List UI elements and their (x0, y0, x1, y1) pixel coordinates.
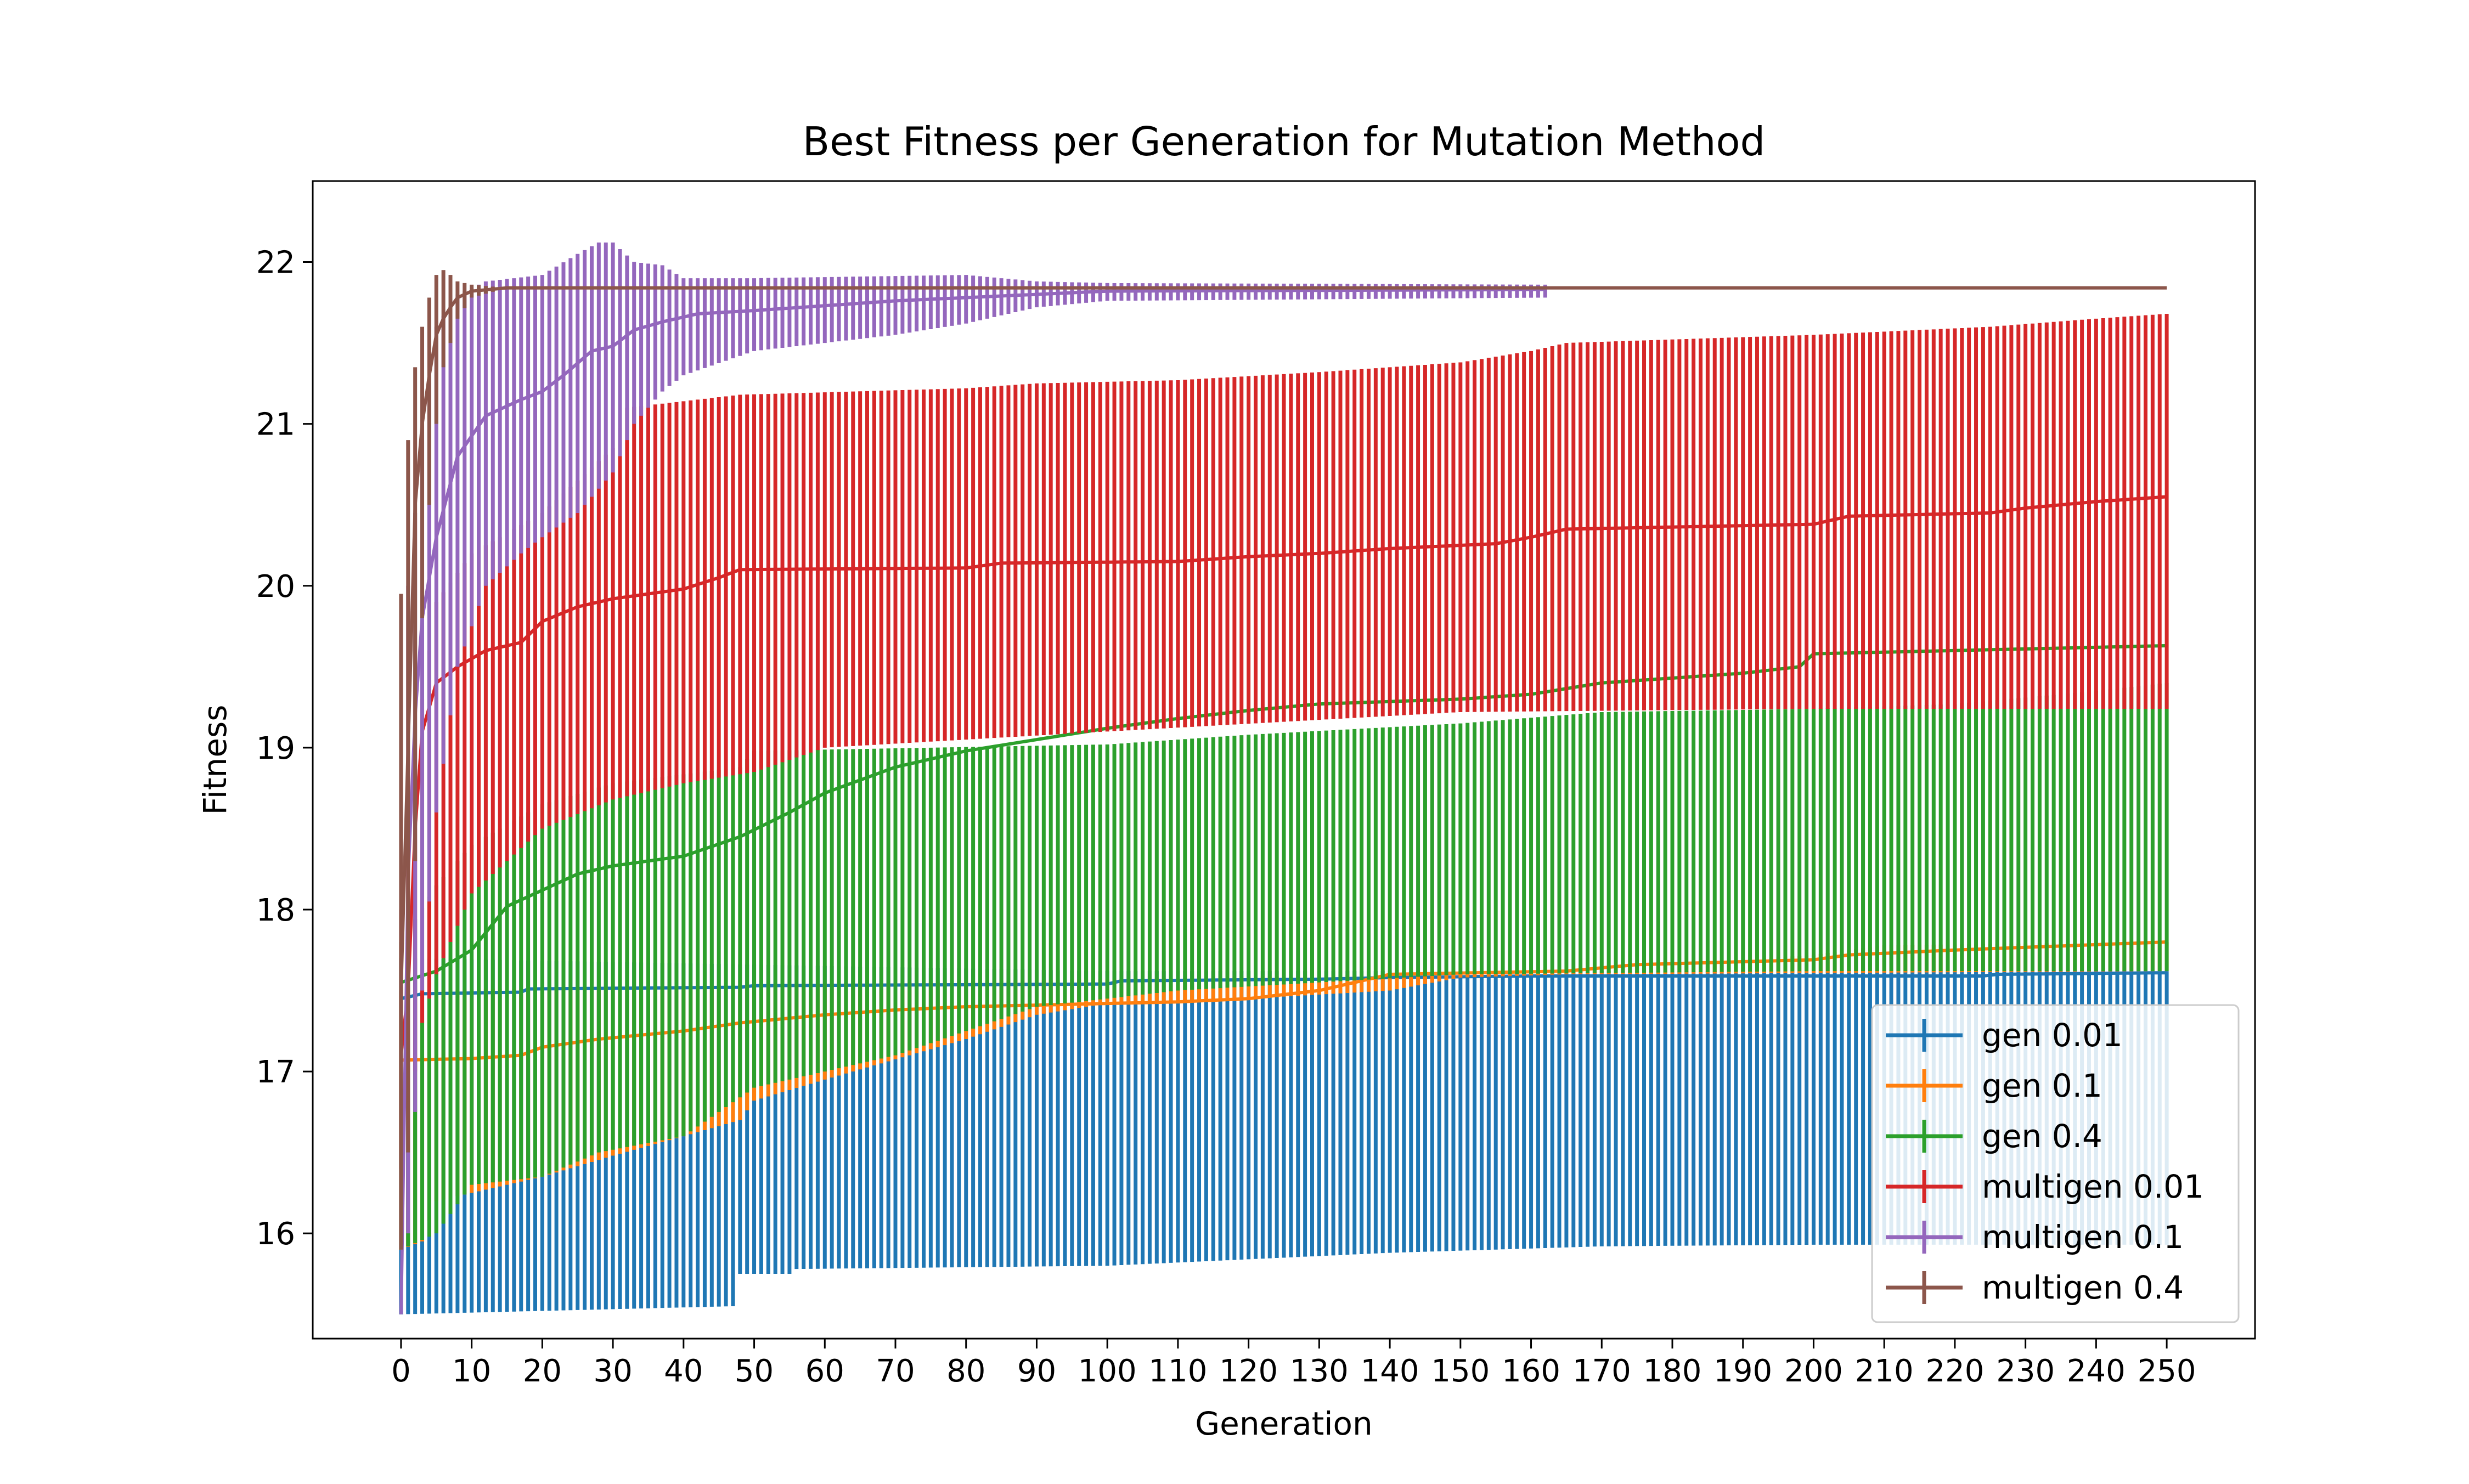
x-tick-label: 70 (876, 1353, 915, 1389)
error-bars-multigen-0-01 (399, 313, 2169, 1169)
y-tick-label: 17 (256, 1054, 295, 1090)
x-tick-label: 0 (391, 1353, 411, 1389)
legend-entry-gen-0-01: gen 0.01 (1886, 1017, 2123, 1054)
x-tick-label: 90 (1017, 1353, 1056, 1389)
x-tick-label: 110 (1148, 1353, 1207, 1389)
legend-label: multigen 0.01 (1982, 1168, 2204, 1205)
y-tick-label: 22 (256, 245, 295, 281)
legend-label: gen 0.01 (1982, 1017, 2123, 1054)
mean-line-multigen-0-1 (399, 287, 1546, 1314)
y-tick-label: 18 (256, 893, 295, 928)
x-tick-label: 230 (1996, 1353, 2055, 1389)
series-layer (399, 242, 2169, 1314)
x-tick-label: 250 (2138, 1353, 2196, 1389)
legend-box (1871, 1004, 2240, 1323)
legend-entry-multigen-0-1: multigen 0.1 (1886, 1218, 2184, 1256)
plot-frame (312, 180, 2256, 1340)
x-tick-label: 60 (805, 1353, 844, 1389)
x-tick-label: 240 (2067, 1353, 2126, 1389)
x-tick-label: 190 (1713, 1353, 1772, 1389)
x-tick-label: 20 (523, 1353, 562, 1389)
error-bars-gen-0-4 (399, 682, 2169, 1250)
series-multigen-0-4 (399, 270, 2167, 1250)
x-tick-label: 140 (1361, 1353, 1419, 1389)
x-tick-label: 200 (1784, 1353, 1843, 1389)
legend-label: gen 0.4 (1982, 1118, 2102, 1155)
legend-entry-gen-0-1: gen 0.1 (1886, 1067, 2102, 1104)
x-tick-label: 30 (593, 1353, 632, 1389)
x-tick-label: 100 (1078, 1353, 1137, 1389)
x-tick-label: 130 (1290, 1353, 1349, 1389)
series-gen-0-4 (399, 644, 2169, 1250)
x-tick-label: 180 (1643, 1353, 1702, 1389)
legend-entry-multigen-0-01: multigen 0.01 (1886, 1168, 2204, 1205)
y-axis-label: Fitness (196, 705, 234, 815)
axis-layer: 0 10 20 30 40 50 60 70 80 90 100 110 120 130 140 150 160… (256, 245, 2196, 1389)
chart-title: Best Fitness per Generation for Mutation… (803, 119, 1765, 165)
x-tick-label: 170 (1572, 1353, 1631, 1389)
legend-label: multigen 0.1 (1982, 1218, 2184, 1256)
x-tick-label: 220 (1925, 1353, 1984, 1389)
legend: gen 0.01 gen 0.1 gen 0.4 multigen 0.01 multi… (1871, 1004, 2240, 1323)
y-tick-label: 21 (256, 407, 295, 443)
series-multigen-0-01 (399, 313, 2169, 1169)
x-tick-label: 40 (664, 1353, 703, 1389)
mean-line-gen-0-1 (401, 940, 2167, 1062)
mean-line-multigen-0-01 (399, 495, 2167, 1056)
x-axis-label: Generation (1195, 1405, 1373, 1442)
x-tick-label: 150 (1431, 1353, 1490, 1389)
x-tick-label: 80 (946, 1353, 985, 1389)
legend-entries: gen 0.01 gen 0.1 gen 0.4 multigen 0.01 multi… (1886, 1017, 2204, 1306)
y-tick-label: 20 (256, 569, 295, 605)
y-tick-label: 19 (256, 731, 295, 766)
legend-entry-multigen-0-4: multigen 0.4 (1886, 1269, 2184, 1306)
legend-entry-gen-0-4: gen 0.4 (1886, 1118, 2102, 1155)
x-tick-label: 10 (452, 1353, 491, 1389)
mean-line-multigen-0-4 (399, 286, 2167, 991)
legend-label: gen 0.1 (1982, 1067, 2102, 1104)
x-tick-label: 210 (1855, 1353, 1914, 1389)
x-tick-label: 120 (1219, 1353, 1278, 1389)
legend-label: multigen 0.4 (1982, 1269, 2184, 1306)
x-tick-label: 160 (1502, 1353, 1560, 1389)
x-tick-label: 50 (735, 1353, 774, 1389)
y-tick-label: 16 (256, 1216, 295, 1252)
